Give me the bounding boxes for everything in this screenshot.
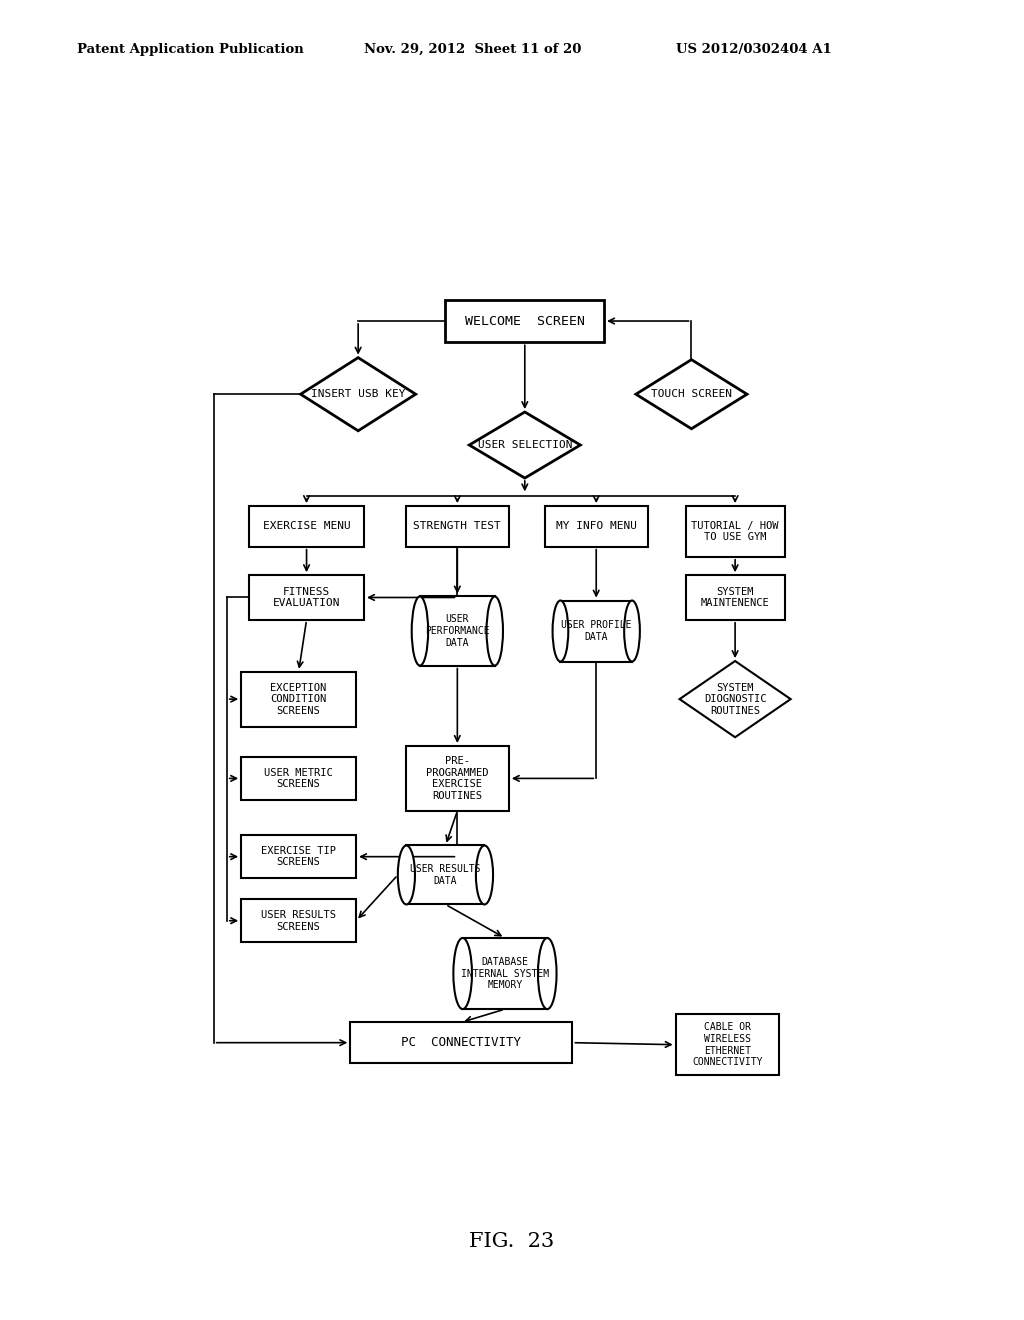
Text: FITNESS
EVALUATION: FITNESS EVALUATION — [272, 586, 340, 609]
Text: MY INFO MENU: MY INFO MENU — [556, 521, 637, 532]
Text: EXERCISE MENU: EXERCISE MENU — [263, 521, 350, 532]
Text: TOUCH SCREEN: TOUCH SCREEN — [651, 389, 732, 399]
Text: STRENGTH TEST: STRENGTH TEST — [414, 521, 501, 532]
FancyBboxPatch shape — [241, 758, 356, 800]
Text: USER METRIC
SCREENS: USER METRIC SCREENS — [264, 768, 333, 789]
Polygon shape — [301, 358, 416, 430]
Text: SYSTEM
MAINTENENCE: SYSTEM MAINTENENCE — [700, 586, 769, 609]
Ellipse shape — [553, 601, 568, 661]
FancyBboxPatch shape — [685, 506, 784, 557]
FancyBboxPatch shape — [241, 672, 356, 726]
Text: EXERCISE TIP
SCREENS: EXERCISE TIP SCREENS — [261, 846, 336, 867]
Text: FIG.  23: FIG. 23 — [469, 1233, 555, 1251]
Ellipse shape — [454, 939, 472, 1008]
FancyBboxPatch shape — [249, 576, 365, 620]
FancyBboxPatch shape — [420, 597, 495, 665]
Polygon shape — [469, 412, 581, 478]
Text: SYSTEM
DIOGNOSTIC
ROUTINES: SYSTEM DIOGNOSTIC ROUTINES — [703, 682, 766, 715]
Ellipse shape — [397, 846, 415, 904]
Ellipse shape — [538, 939, 557, 1008]
FancyBboxPatch shape — [463, 939, 547, 1008]
Text: TUTORIAL / HOW
TO USE GYM: TUTORIAL / HOW TO USE GYM — [691, 520, 779, 543]
Text: DATABASE
INTERNAL SYSTEM
MEMORY: DATABASE INTERNAL SYSTEM MEMORY — [461, 957, 549, 990]
FancyBboxPatch shape — [241, 899, 356, 942]
Text: Patent Application Publication: Patent Application Publication — [77, 42, 303, 55]
Polygon shape — [636, 359, 748, 429]
FancyBboxPatch shape — [560, 601, 632, 661]
Text: USER SELECTION: USER SELECTION — [477, 440, 572, 450]
Text: PC  CONNECTIVITY: PC CONNECTIVITY — [401, 1036, 521, 1049]
Text: CABLE OR
WIRELESS
ETHERNET
CONNECTIVITY: CABLE OR WIRELESS ETHERNET CONNECTIVITY — [692, 1022, 763, 1067]
FancyBboxPatch shape — [676, 1014, 778, 1076]
Text: EXCEPTION
CONDITION
SCREENS: EXCEPTION CONDITION SCREENS — [270, 682, 327, 715]
Ellipse shape — [625, 601, 640, 661]
Polygon shape — [680, 661, 791, 738]
Text: INSERT USB KEY: INSERT USB KEY — [311, 389, 406, 399]
FancyBboxPatch shape — [406, 746, 509, 810]
FancyBboxPatch shape — [407, 846, 484, 904]
FancyBboxPatch shape — [249, 506, 365, 546]
FancyBboxPatch shape — [241, 836, 356, 878]
FancyBboxPatch shape — [685, 576, 784, 620]
Text: PRE-
PROGRAMMED
EXERCISE
ROUTINES: PRE- PROGRAMMED EXERCISE ROUTINES — [426, 756, 488, 801]
Text: USER
PERFORMANCE
DATA: USER PERFORMANCE DATA — [425, 614, 489, 648]
FancyBboxPatch shape — [406, 506, 509, 546]
Text: WELCOME  SCREEN: WELCOME SCREEN — [465, 314, 585, 327]
Text: USER RESULTS
DATA: USER RESULTS DATA — [411, 865, 480, 886]
Text: Nov. 29, 2012  Sheet 11 of 20: Nov. 29, 2012 Sheet 11 of 20 — [364, 42, 581, 55]
Ellipse shape — [412, 597, 428, 665]
FancyBboxPatch shape — [545, 506, 648, 546]
Ellipse shape — [476, 846, 494, 904]
Text: US 2012/0302404 A1: US 2012/0302404 A1 — [676, 42, 831, 55]
FancyBboxPatch shape — [350, 1022, 572, 1063]
Ellipse shape — [486, 597, 503, 665]
Text: USER PROFILE
DATA: USER PROFILE DATA — [561, 620, 632, 642]
Text: USER RESULTS
SCREENS: USER RESULTS SCREENS — [261, 909, 336, 932]
FancyBboxPatch shape — [445, 300, 604, 342]
